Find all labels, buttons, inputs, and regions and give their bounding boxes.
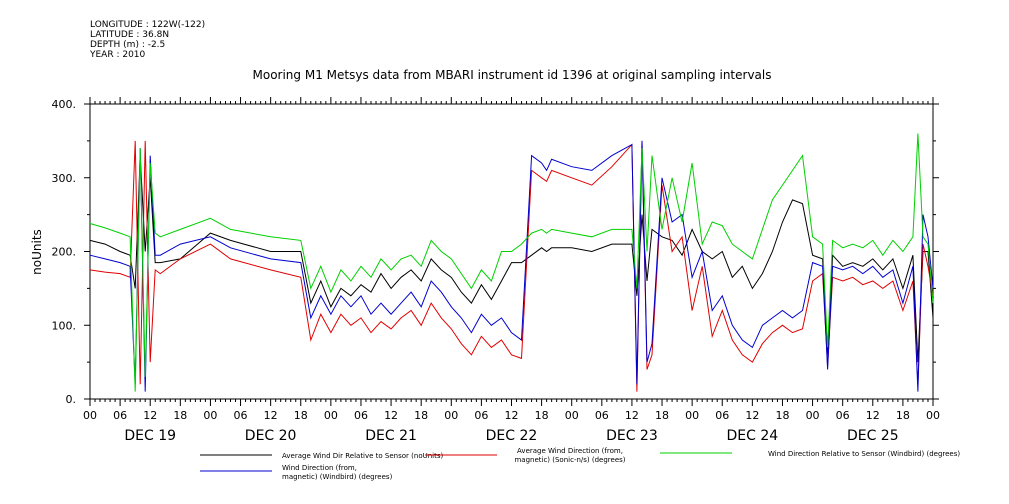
x-hour-tick-label: 00 (444, 409, 458, 422)
x-hour-tick-label: 18 (535, 409, 549, 422)
x-hour-tick-label: 00 (926, 409, 940, 422)
legend-label: Wind Direction (from, (282, 464, 357, 472)
legend-label: Average Wind Dir Relative to Sensor (noU… (282, 452, 443, 460)
x-hour-tick-label: 18 (414, 409, 428, 422)
x-hour-tick-label: 12 (143, 409, 157, 422)
legend-label: Wind Direction Relative to Sensor (Windb… (768, 450, 960, 458)
x-day-label: DEC 24 (727, 428, 779, 444)
metadata-block: LONGITUDE : 122W(-122) LATITUDE : 36.8N … (90, 20, 205, 60)
series-line-2 (89, 140, 934, 392)
y-tick-label: 400. (52, 98, 77, 111)
x-hour-tick-label: 06 (113, 409, 127, 422)
series-layer (89, 133, 934, 392)
x-hour-tick-label: 12 (745, 409, 759, 422)
latitude-label: LATITUDE : 36.8N (90, 30, 170, 40)
series-line-3 (89, 140, 934, 392)
year-label: YEAR : 2010 (90, 50, 146, 60)
axis-labels: 0. 100. 200. 300. 400. 00 06 12 18 00 06 12 18 00 06 12… (52, 98, 941, 444)
axis-ticks (84, 97, 939, 406)
x-hour-tick-label: 00 (806, 409, 820, 422)
legend: Average Wind Dir Relative to Sensor (noU… (200, 447, 960, 481)
series-line-4 (89, 133, 934, 392)
x-hour-tick-label: 18 (896, 409, 910, 422)
x-hour-tick-label: 00 (685, 409, 699, 422)
x-hour-tick-label: 12 (384, 409, 398, 422)
depth-label: DEPTH (m) : -2.5 (90, 40, 166, 50)
x-hour-tick-label: 06 (354, 409, 368, 422)
x-day-label: DEC 21 (365, 428, 417, 444)
x-day-label: DEC 23 (606, 428, 658, 444)
x-hour-tick-label: 12 (264, 409, 278, 422)
legend-label: Average Wind Direction (from, (517, 447, 623, 455)
x-hour-tick-label: 00 (324, 409, 338, 422)
x-day-label: DEC 25 (847, 428, 899, 444)
y-tick-label: 100. (52, 319, 77, 332)
legend-label: magnetic) (Sonic-n/s) (degrees) (514, 456, 625, 464)
x-hour-tick-label: 12 (866, 409, 880, 422)
x-hour-tick-label: 18 (294, 409, 308, 422)
chart-title: Mooring M1 Metsys data from MBARI instru… (253, 68, 772, 82)
x-hour-tick-label: 18 (655, 409, 669, 422)
x-hour-tick-label: 06 (234, 409, 248, 422)
x-hour-tick-label: 00 (83, 409, 97, 422)
y-tick-label: 200. (52, 246, 77, 259)
legend-label: magnetic) (Windbird) (degrees) (282, 473, 393, 481)
x-hour-tick-label: 12 (625, 409, 639, 422)
x-hour-tick-label: 18 (775, 409, 789, 422)
x-hour-tick-label: 06 (474, 409, 488, 422)
y-tick-label: 300. (52, 172, 77, 185)
x-hour-tick-label: 06 (715, 409, 729, 422)
x-day-label: DEC 20 (245, 428, 297, 444)
x-day-label: DEC 19 (124, 428, 176, 444)
x-hour-tick-label: 06 (595, 409, 609, 422)
x-hour-tick-label: 00 (565, 409, 579, 422)
y-tick-label: 0. (66, 393, 77, 406)
longitude-label: LONGITUDE : 122W(-122) (90, 20, 206, 30)
x-hour-tick-label: 06 (836, 409, 850, 422)
x-hour-tick-label: 00 (203, 409, 217, 422)
x-hour-tick-label: 18 (173, 409, 187, 422)
x-hour-tick-label: 12 (505, 409, 519, 422)
y-axis-label: noUnits (30, 229, 44, 275)
x-day-label: DEC 22 (486, 428, 538, 444)
